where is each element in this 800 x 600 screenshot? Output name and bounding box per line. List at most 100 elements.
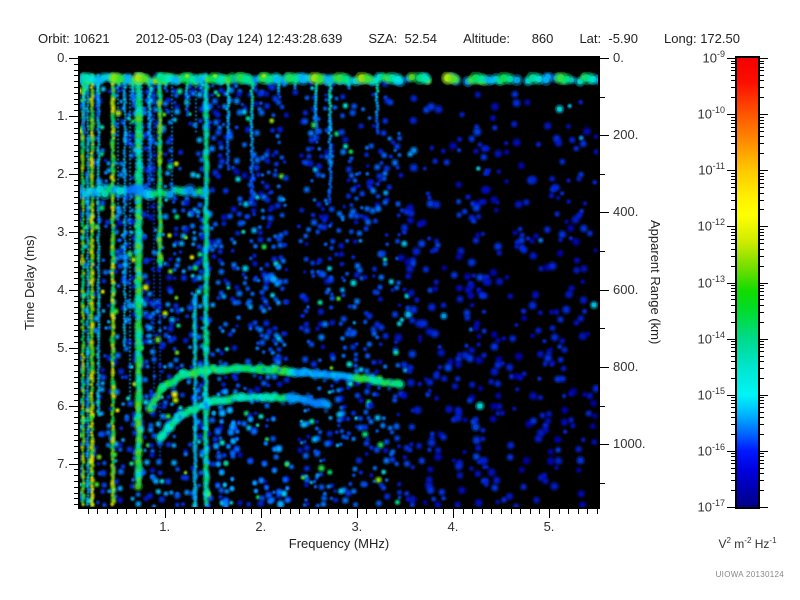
colorbar-left-minor-tick [731,411,735,413]
colorbar-right-minor-tick [760,172,764,174]
colorbar-right-major-tick [760,394,768,396]
y-left-minor-tick [74,104,78,106]
colorbar-left-minor-tick [731,187,735,189]
colorbar-left-minor-tick [731,459,735,461]
x-axis-minor-tick [280,509,281,514]
y-left-minor-tick [74,127,78,129]
spectrogram-canvas [80,58,598,507]
y-left-minor-tick [74,63,78,65]
x-axis-tick-label: 2. [255,519,267,534]
y-left-minor-tick [74,486,78,488]
y-left-minor-tick [74,272,78,274]
colorbar-left-major-tick [727,58,735,59]
colorbar-right-major-tick [760,114,768,116]
colorbar-right-minor-tick [760,228,764,230]
x-axis-minor-tick [87,509,89,514]
colorbar-left-major-tick [727,507,735,508]
y-left-major-tick [69,231,78,233]
y-left-major-tick [69,173,78,175]
colorbar-right-minor-tick [760,243,764,245]
colorbar-gradient [735,56,760,509]
y-left-major-tick [69,115,78,117]
colorbar-left-minor-tick [731,407,735,409]
x-axis-minor-tick [222,509,224,514]
colorbar-left-minor-tick [731,456,735,458]
colorbar-right-minor-tick [760,255,764,257]
colorbar-right-minor-tick [760,459,764,461]
colorbar-right-minor-tick [760,66,764,68]
header-datetime: 2012-05-03 (Day 124) 12:43:28.639 [135,31,343,46]
header-long: Long: 172.50 [664,31,740,46]
y-left-minor-tick [74,388,78,390]
colorbar-right-minor-tick [760,248,764,250]
y-right-major-tick [600,212,609,214]
colorbar-right-minor-tick [760,87,764,89]
x-axis-minor-tick [385,509,387,514]
x-axis-minor-tick [126,509,128,514]
colorbar-right-minor-tick [760,60,764,62]
y-left-minor-tick [74,202,78,204]
colorbar-left-minor-tick [731,182,735,184]
colorbar-left-minor-tick [731,397,735,399]
colorbar-left-major-tick [727,170,735,172]
y-left-minor-tick [74,208,78,210]
x-axis-minor-tick [366,509,368,514]
y-left-minor-tick [74,254,78,256]
colorbar-right-minor-tick [760,136,764,138]
x-axis-minor-tick [251,509,253,514]
y-left-minor-tick [74,162,78,164]
x-axis-minor-tick [193,509,195,514]
colorbar-right-minor-tick [760,119,764,121]
colorbar-right-minor-tick [760,187,764,189]
credit-text: UIOWA 20130124 [715,570,784,579]
colorbar-left-major-tick [727,450,735,452]
x-axis-minor-tick [135,509,137,514]
colorbar-left-minor-tick [731,122,735,124]
colorbar-right-minor-tick [760,321,764,323]
colorbar-right-minor-tick [760,403,764,405]
y-left-minor-tick [74,394,78,396]
colorbar-left-minor-tick [731,433,735,435]
y-left-minor-tick [74,144,78,146]
x-axis-minor-tick [376,509,378,514]
y-left-minor-tick [74,307,78,309]
x-axis-minor-tick [424,509,426,514]
colorbar-right-minor-tick [760,433,764,435]
colorbar-tick-label: 10-14 [697,329,725,346]
colorbar-left-minor-tick [731,238,735,240]
colorbar-left-minor-tick [731,341,735,343]
colorbar-left-minor-tick [731,243,735,245]
colorbar-left-minor-tick [731,403,735,405]
colorbar-tick-label: 10-13 [697,273,725,290]
colorbar-right-minor-tick [760,480,764,482]
colorbar-right-minor-tick [760,235,764,237]
x-axis-minor-tick [510,509,512,514]
colorbar-left-minor-tick [731,228,735,230]
header-lat: Lat: -5.90 [579,31,638,46]
y-left-minor-tick [74,434,78,436]
x-axis-minor-tick [203,509,205,514]
x-axis-tick-label: 1. [159,519,171,534]
colorbar-left-minor-tick [731,66,735,68]
colorbar-units-label: V2 m-2 Hz-1 [718,536,777,551]
y-left-minor-tick [74,283,78,285]
colorbar-right-minor-tick [760,116,764,118]
y-left-minor-tick [74,475,78,477]
y-left-minor-tick [74,237,78,239]
x-axis-minor-tick [328,509,330,514]
y-right-major-tick [600,444,609,446]
y-left-minor-tick [74,191,78,193]
x-axis-minor-tick [174,509,176,514]
y-left-minor-tick [74,266,78,268]
colorbar-left-minor-tick [731,235,735,237]
y-left-minor-tick [74,139,78,141]
colorbar-left-minor-tick [731,480,735,482]
colorbar-right-minor-tick [760,424,764,426]
x-axis-minor-tick [231,509,233,514]
colorbar-left-minor-tick [731,136,735,138]
colorbar-right-minor-tick [760,351,764,353]
colorbar-left-minor-tick [731,355,735,357]
y-left-minor-tick [74,226,78,227]
colorbar-left-major-tick [727,338,735,340]
header-info-bar: Orbit: 10621 2012-05-03 (Day 124) 12:43:… [38,31,740,46]
